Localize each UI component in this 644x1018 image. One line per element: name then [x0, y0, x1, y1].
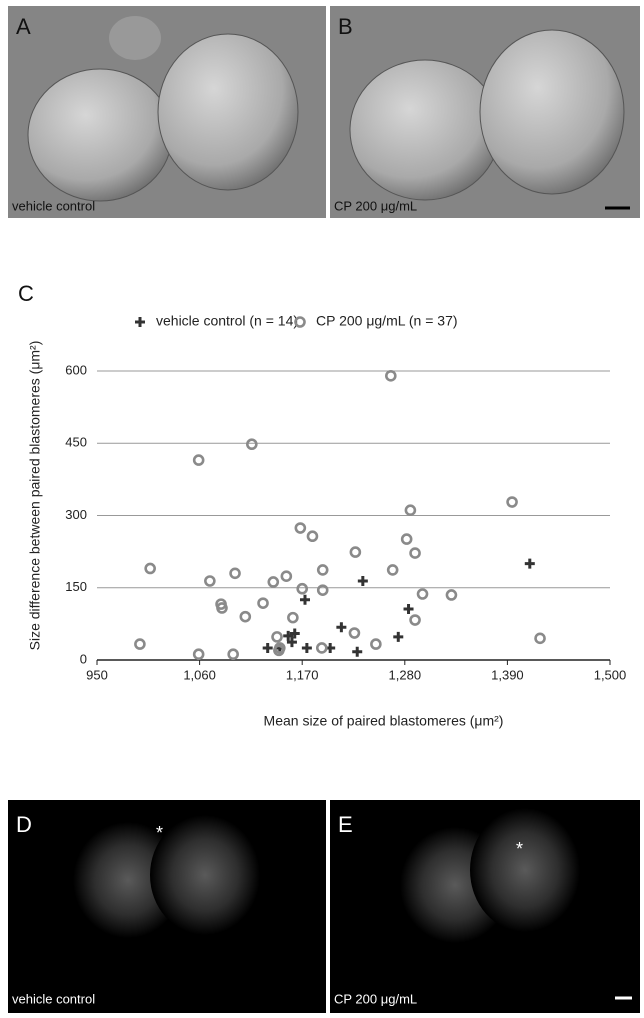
point-plus: [262, 642, 273, 653]
legend-marker: [294, 316, 306, 328]
point-circle: [271, 631, 283, 643]
x-tick-label: 1,280: [389, 667, 422, 682]
point-plus: [336, 622, 347, 633]
point-circle: [294, 522, 307, 534]
y-axis-title: Size difference between paired blastomer…: [27, 341, 43, 651]
x-tick-label: 950: [86, 667, 108, 682]
point-circle: [306, 530, 319, 543]
point-plus: [393, 631, 404, 642]
point-plus: [289, 628, 300, 639]
point-circle: [274, 642, 286, 654]
point-circle: [409, 614, 421, 626]
point-plus: [352, 646, 363, 657]
point-circle: [404, 504, 417, 517]
point-circle: [370, 638, 382, 650]
panel-caption: vehicle control: [12, 198, 95, 213]
panel-letter: D: [16, 812, 32, 837]
point-circle: [386, 564, 399, 576]
cell: [479, 29, 625, 195]
point-plus: [524, 558, 535, 569]
cell: [27, 68, 173, 202]
point-circle: [229, 567, 241, 580]
point-circle: [316, 584, 329, 596]
cell: [349, 59, 501, 201]
cell: [157, 33, 299, 191]
asterisk: *: [156, 823, 163, 843]
y-tick-label: 600: [65, 362, 87, 377]
asterisk: *: [516, 839, 523, 859]
x-tick-label: 1,500: [594, 667, 627, 682]
legend-label: vehicle control (n = 14): [156, 313, 298, 329]
point-plus: [357, 576, 368, 587]
point-plus: [301, 642, 312, 653]
panel-letter: E: [338, 812, 353, 837]
legend-label: CP 200 μg/mL (n = 37): [316, 313, 458, 329]
panel-caption: vehicle control: [12, 991, 95, 1006]
point-circle: [280, 570, 293, 582]
y-tick-label: 0: [80, 651, 87, 666]
point-circle: [534, 632, 546, 645]
panel-caption: CP 200 μg/mL: [334, 991, 417, 1006]
point-circle: [267, 576, 280, 588]
point-circle: [192, 648, 205, 661]
y-tick-label: 150: [65, 579, 87, 594]
point-circle: [315, 642, 328, 654]
point-circle: [227, 648, 239, 661]
point-circle: [257, 597, 269, 609]
cell-glow: [470, 808, 580, 932]
polar-body: [109, 16, 161, 60]
chart: 0 150 300 450 600 950 1,060 1,170 1,280 1,390 1,50…: [27, 313, 627, 729]
panel-letter: C: [18, 281, 34, 306]
x-tick-label: 1,390: [491, 667, 524, 682]
x-tick-label: 1,060: [183, 667, 216, 682]
point-plus: [299, 594, 310, 605]
point-circle: [409, 547, 421, 559]
y-tick-label: 300: [65, 507, 87, 522]
point-plus: [286, 637, 297, 648]
point-circle: [316, 564, 329, 576]
point-circle: [287, 611, 299, 624]
point-circle: [204, 575, 216, 587]
point-circle: [416, 588, 429, 600]
point-circle: [134, 638, 146, 650]
point-circle: [445, 589, 458, 601]
x-tick-label: 1,170: [286, 667, 319, 682]
point-circle: [506, 496, 518, 508]
point-circle: [349, 546, 362, 558]
point-circle: [239, 610, 252, 623]
point-circle: [400, 533, 413, 545]
panel-letter: B: [338, 14, 353, 39]
point-circle: [246, 438, 258, 451]
point-circle: [216, 602, 228, 614]
panel-letter: A: [16, 14, 31, 39]
panel-caption: CP 200 μg/mL: [334, 198, 417, 213]
x-axis-title: Mean size of paired blastomeres (μm²): [264, 713, 504, 729]
point-circle: [192, 454, 205, 466]
cell-glow: [150, 815, 260, 935]
point-circle: [385, 370, 397, 382]
y-tick-label: 450: [65, 435, 87, 450]
point-circle: [296, 582, 309, 595]
point-plus: [283, 630, 294, 641]
legend-marker: [135, 317, 145, 327]
point-plus: [403, 603, 414, 614]
point-circle: [348, 627, 361, 639]
point-circle: [144, 562, 156, 575]
